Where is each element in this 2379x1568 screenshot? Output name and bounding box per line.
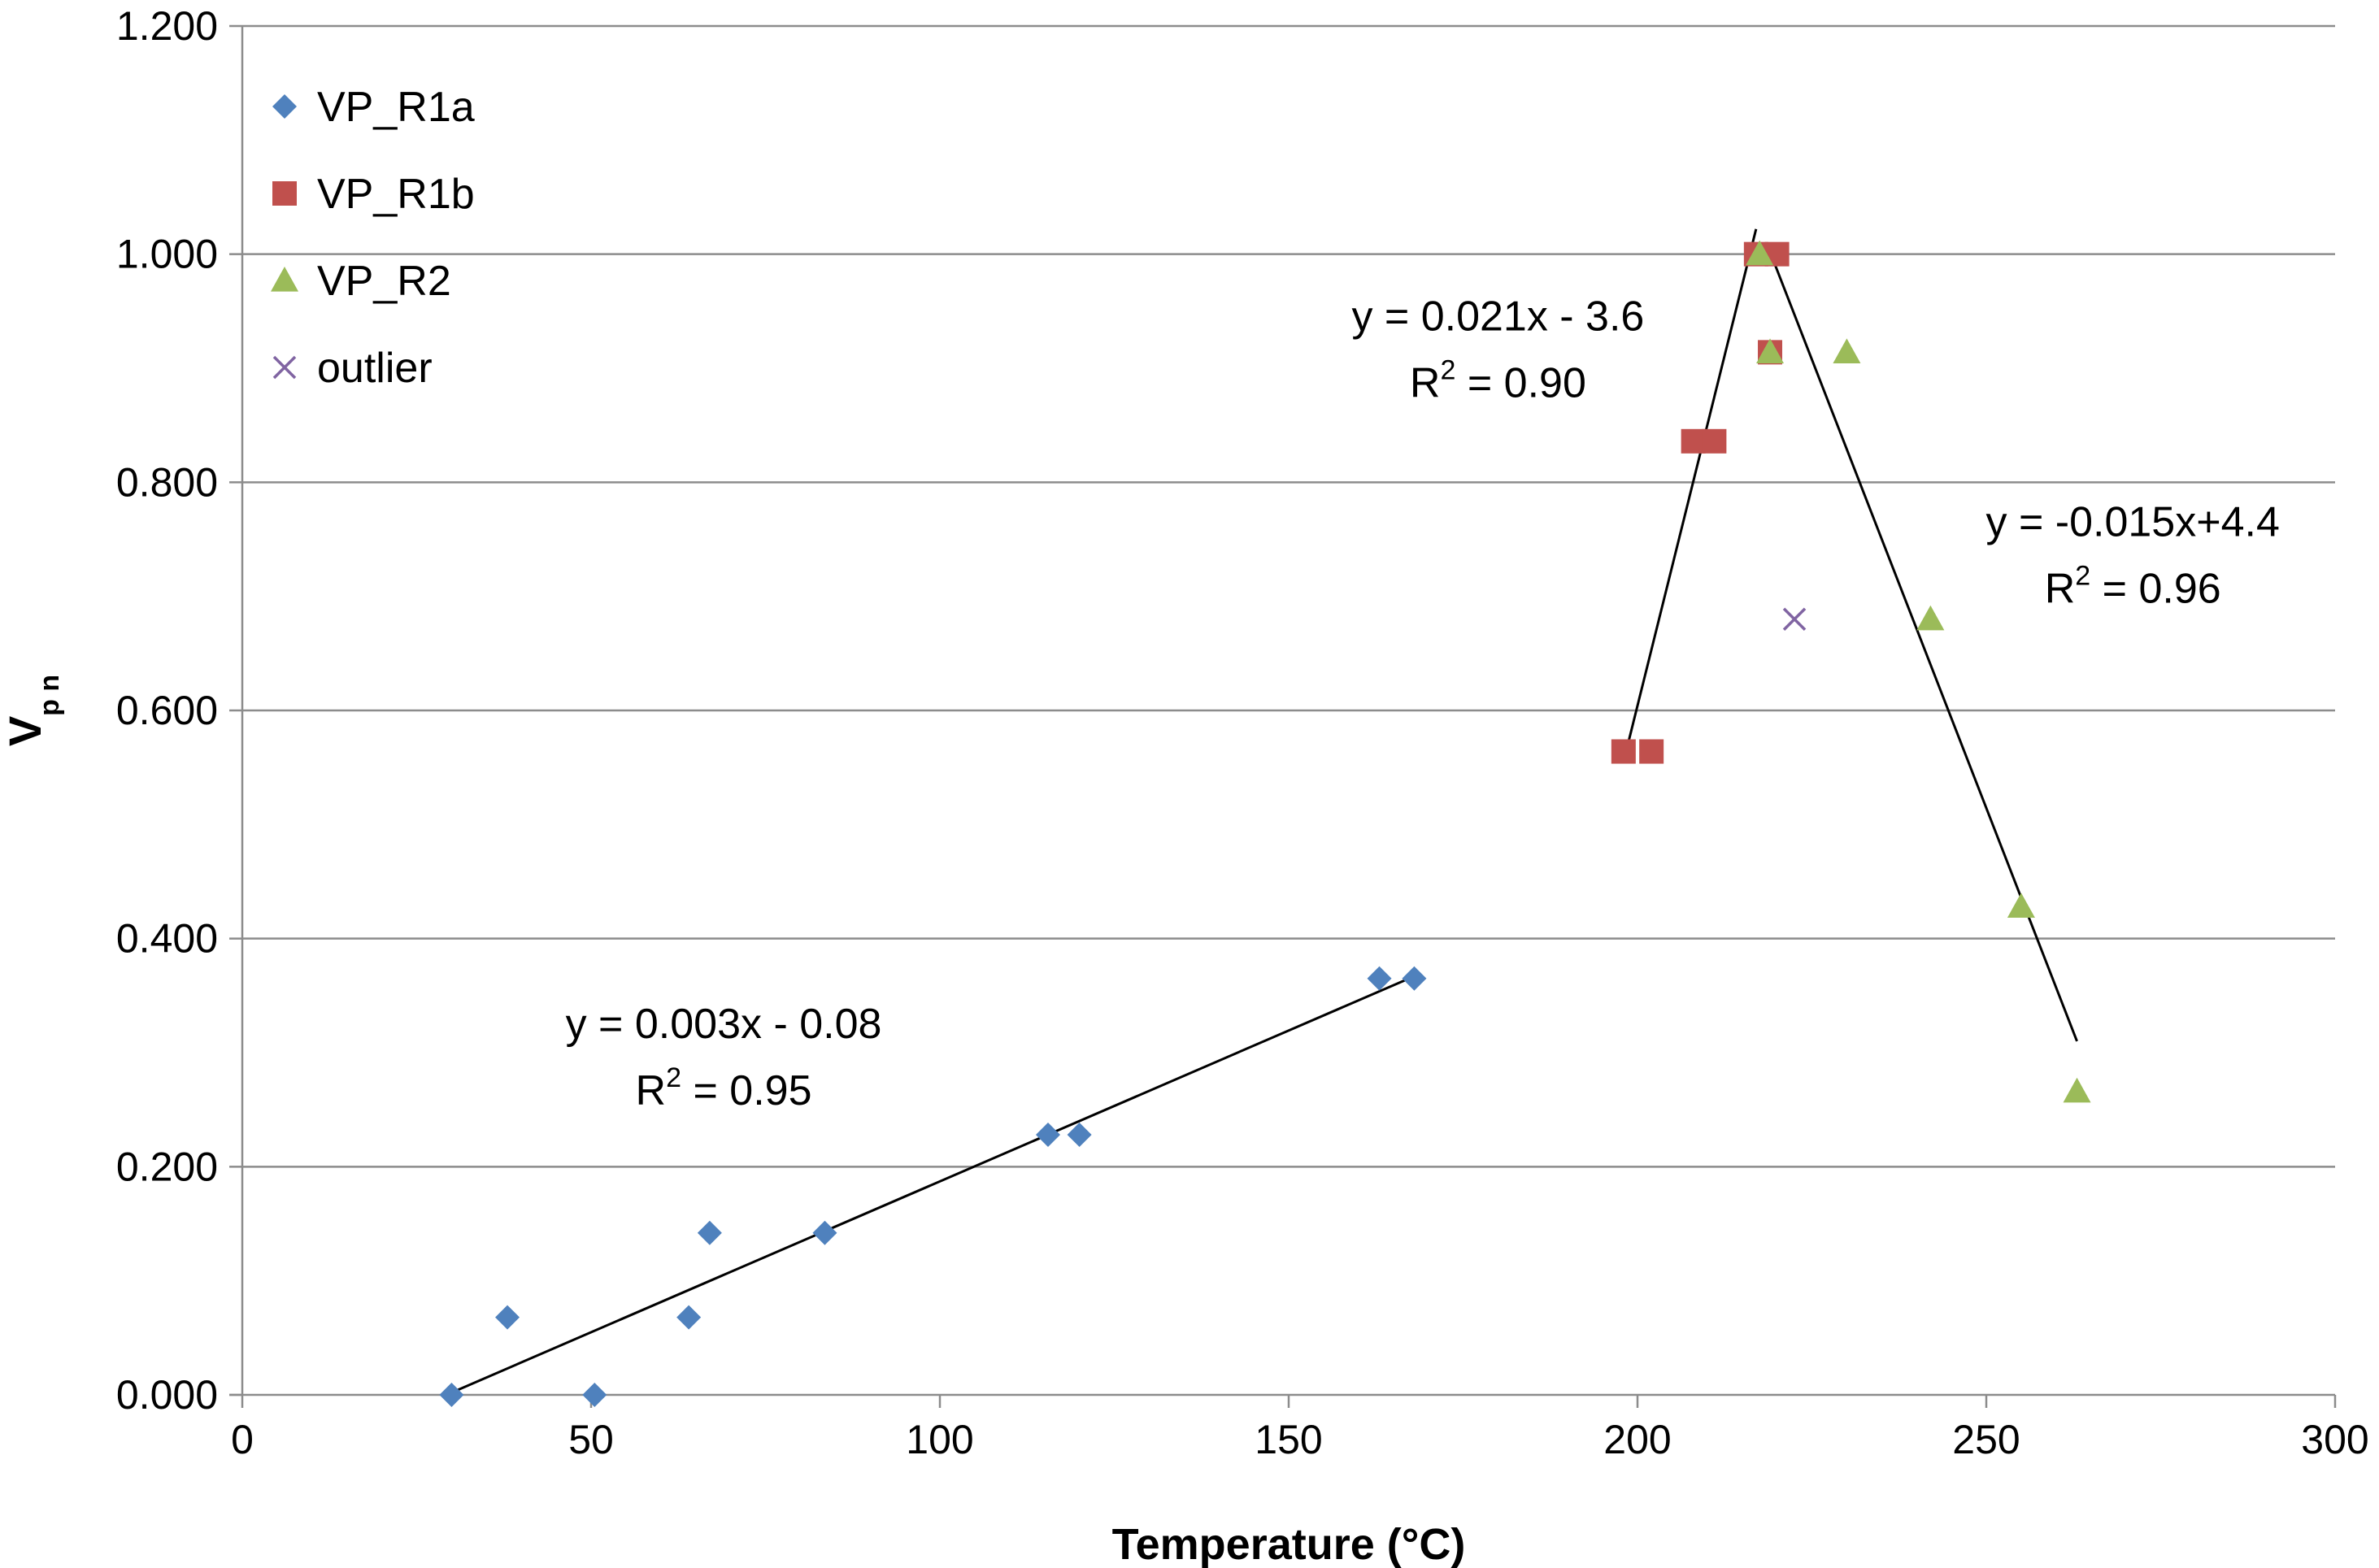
eq-r1a-r-squared: R2 = 0.95: [636, 1062, 812, 1114]
eq-rise-equation: y = 0.021x - 3.6: [1351, 293, 1644, 341]
point-vp-r1a-7: [1067, 1123, 1092, 1148]
point-vp-r1a-1: [495, 1305, 520, 1330]
x-tick-label-0: 0: [231, 1417, 254, 1462]
legend-label-outlier: outlier: [317, 345, 433, 392]
trend-fall: [1768, 251, 2078, 1042]
axes: 0.000 0.200 0.400 0.600 0.800 1.000 1.200 0 50 10…: [116, 3, 2369, 1462]
legend-marker-vp-r1a: [272, 94, 297, 119]
y-axis-title: Vp n: [0, 675, 65, 746]
point-vp-r1a-4: [697, 1220, 722, 1245]
x-tick-label-2: 100: [906, 1417, 973, 1462]
x-axis-title: Temperature (°C): [1112, 1520, 1466, 1568]
x-tick-label-4: 200: [1603, 1417, 1671, 1462]
data-markers: [439, 240, 2091, 1407]
point-vp-r1a-9: [1402, 966, 1427, 991]
point-vp-r1a-6: [1035, 1123, 1060, 1148]
point-vp-r1a-0: [439, 1383, 464, 1407]
x-tick-label-6: 300: [2301, 1417, 2368, 1462]
y-tick-label-0: 0.000: [116, 1372, 218, 1418]
point-vp-r2-0: [1746, 240, 1774, 266]
y-tick-label-6: 1.200: [116, 3, 218, 49]
legend-marker-vp-r2: [271, 267, 298, 292]
point-vp-r1b-3: [1702, 428, 1727, 454]
x-tick-label-3: 150: [1255, 1417, 1322, 1462]
x-tick-label-1: 50: [568, 1417, 614, 1462]
point-vp-r2-5: [2063, 1077, 2091, 1103]
eq-r1a-equation: y = 0.003x - 0.08: [566, 1001, 882, 1048]
point-vp-r2-1: [1756, 338, 1785, 363]
y-tick-label-5: 1.000: [116, 232, 218, 277]
trend-rise: [1622, 228, 1758, 762]
axis-titles: Temperature (°C) Vp n: [0, 675, 1465, 1568]
trend-r1a: [450, 975, 1416, 1394]
legend-marker-vp-r1b: [272, 181, 297, 206]
y-tick-label-3: 0.600: [116, 688, 218, 733]
point-vp-r2-2: [1833, 338, 1861, 363]
legend-label-vp-r1a: VP_R1a: [317, 84, 475, 131]
legend-label-vp-r1b: VP_R1b: [317, 171, 475, 218]
trend-equations: y = 0.003x - 0.08 R2 = 0.95 y = 0.021x - 3…: [566, 293, 2280, 1114]
y-tick-label-2: 0.400: [116, 916, 218, 962]
point-vp-r1a-2: [582, 1383, 607, 1407]
grid-lines: [242, 24, 2335, 1168]
point-vp-r1b-0: [1611, 739, 1636, 764]
point-vp-r1a-8: [1367, 966, 1392, 991]
y-tick-label-1: 0.200: [116, 1144, 218, 1189]
point-vp-r1a-3: [676, 1305, 702, 1330]
point-vp-r1b-2: [1681, 428, 1706, 454]
legend-marker-outlier: [272, 355, 297, 380]
eq-fall-r-squared: R2 = 0.96: [2045, 560, 2221, 612]
trendlines: [450, 228, 2078, 1394]
point-vp-r2-4: [2007, 893, 2035, 918]
eq-rise-r-squared: R2 = 0.90: [1410, 355, 1586, 407]
x-tick-label-5: 250: [1952, 1417, 2020, 1462]
y-tick-label-4: 0.800: [116, 459, 218, 505]
point-outlier-0: [1782, 607, 1807, 631]
eq-fall-equation: y = -0.015x+4.4: [1986, 498, 2280, 545]
point-vp-r2-3: [1916, 605, 1945, 631]
point-vp-r1b-1: [1639, 739, 1664, 764]
legend-label-vp-r2: VP_R2: [317, 258, 451, 305]
point-vp-r1a-5: [812, 1220, 837, 1245]
